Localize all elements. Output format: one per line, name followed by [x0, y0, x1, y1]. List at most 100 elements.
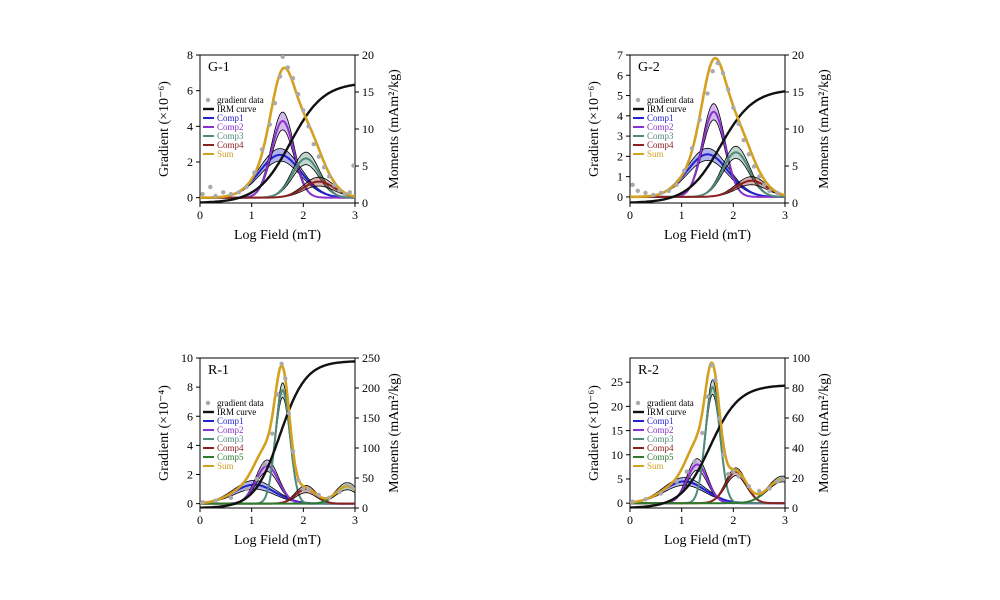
gradient-data-point	[275, 392, 280, 397]
gradient-data-point	[350, 485, 355, 490]
x-tick-label: 0	[627, 208, 633, 222]
gradient-data-point	[345, 482, 350, 487]
plot-area	[200, 55, 355, 203]
gradient-data-point	[762, 182, 767, 187]
x-tick-label: 0	[197, 208, 203, 222]
gradient-data-point	[674, 479, 679, 484]
gradient-data-point	[715, 60, 720, 66]
panel-label: R-1	[208, 363, 229, 378]
y2-tick-label: 200	[362, 381, 380, 395]
legend-entry: Comp2	[647, 122, 674, 132]
gradient-data-point	[321, 165, 327, 170]
gradient-data-point	[736, 121, 741, 127]
y-tick-label: 15	[611, 424, 623, 438]
x-tick-label: 0	[197, 513, 203, 527]
gradient-data-point	[746, 152, 751, 157]
y-tick-label: 10	[611, 448, 623, 462]
y-tick-label: 4	[187, 119, 193, 133]
component-band-comp2	[200, 459, 355, 504]
legend-entry: IRM curve	[647, 407, 686, 417]
gradient-data-point	[228, 495, 234, 500]
legend-entry: Sum	[647, 149, 664, 159]
y-axis-title: Gradient (×10⁻⁴)	[157, 385, 172, 481]
gradient-data-point	[296, 478, 301, 483]
gradient-data-point	[757, 174, 762, 179]
gradient-data-point	[285, 65, 290, 70]
panel-label: G-2	[638, 60, 660, 75]
gradient-data-point	[200, 500, 205, 505]
x-tick-label: 2	[300, 208, 306, 222]
y-axis-title: Gradient (×10⁻⁶)	[157, 81, 172, 177]
gradient-data-point	[767, 188, 772, 193]
gradient-data-point	[775, 479, 780, 484]
sum-curve	[630, 56, 785, 199]
gradient-data-point	[643, 190, 648, 196]
x-tick-label: 3	[782, 513, 788, 527]
gradient-data-point	[342, 191, 347, 197]
y-tick-label: 4	[617, 109, 623, 123]
component-curve-comp4	[630, 179, 785, 198]
gradient-data-point	[674, 182, 679, 187]
gradient-data-point	[780, 476, 785, 482]
legend-entry: gradient data	[647, 95, 694, 105]
gradient-data-point	[244, 486, 249, 492]
legend-entry: Comp3	[217, 434, 244, 444]
x-tick-label: 1	[249, 513, 255, 527]
legend-entry: gradient data	[647, 398, 694, 408]
gradient-data-point	[283, 376, 288, 381]
gradient-data-point	[236, 190, 241, 195]
sum-curve	[200, 66, 355, 199]
gradient-data-point	[689, 146, 695, 151]
gradient-data-point	[666, 188, 671, 193]
legend-entry: Comp1	[647, 416, 674, 426]
legend-entry: Comp3	[647, 131, 674, 141]
gradient-data-point	[635, 188, 640, 193]
y2-tick-label: 80	[792, 381, 804, 395]
y-tick-label: 7	[617, 48, 623, 62]
legend-entry: Comp4	[217, 140, 244, 150]
gradient-data-point	[221, 190, 226, 195]
y2-tick-label: 0	[362, 501, 368, 515]
x-tick-label: 3	[352, 208, 358, 222]
y2-tick-label: 50	[362, 471, 374, 485]
legend-entry: Comp5	[217, 452, 244, 462]
gradient-data-point	[643, 497, 648, 502]
y2-tick-label: 10	[362, 122, 374, 136]
y2-tick-label: 250	[362, 351, 380, 365]
x-axis-title: Log Field (mT)	[234, 228, 321, 243]
y-tick-label: 20	[611, 399, 623, 413]
legend-marker	[205, 97, 211, 103]
gradient-data-point	[731, 105, 736, 110]
legend-entry: Sum	[217, 461, 234, 471]
gradient-data-point	[337, 188, 342, 193]
gradient-data-point	[710, 69, 715, 74]
x-axis-title: Log Field (mT)	[664, 228, 751, 243]
gradient-data-point	[277, 74, 283, 79]
gradient-data-point	[705, 91, 710, 96]
gradient-data-point	[252, 170, 257, 175]
y2-tick-label: 0	[792, 501, 798, 515]
panel-label: G-1	[208, 60, 230, 75]
gradient-data-point	[347, 190, 352, 195]
x-tick-label: 3	[782, 208, 788, 222]
legend-entry: Comp4	[647, 140, 674, 150]
gradient-data-point	[296, 92, 301, 97]
gradient-data-point	[351, 163, 355, 168]
panel-label: R-2	[638, 363, 659, 378]
y2-tick-label: 20	[792, 48, 804, 62]
legend-entry: Comp5	[647, 452, 674, 462]
component-curve-comp4	[200, 180, 355, 199]
y-tick-label: 5	[617, 89, 623, 103]
legend-entry: Comp2	[647, 425, 674, 435]
y-tick-label: 8	[187, 380, 193, 394]
gradient-data-point	[682, 168, 687, 173]
irm-curve	[200, 360, 355, 508]
gradient-data-point	[692, 459, 697, 464]
legend-entry: Comp4	[647, 443, 674, 453]
y2-tick-label: 5	[792, 159, 798, 173]
y-tick-label: 25	[611, 375, 623, 389]
gradient-data-point	[720, 452, 726, 457]
component-curve-comp1	[200, 483, 355, 505]
